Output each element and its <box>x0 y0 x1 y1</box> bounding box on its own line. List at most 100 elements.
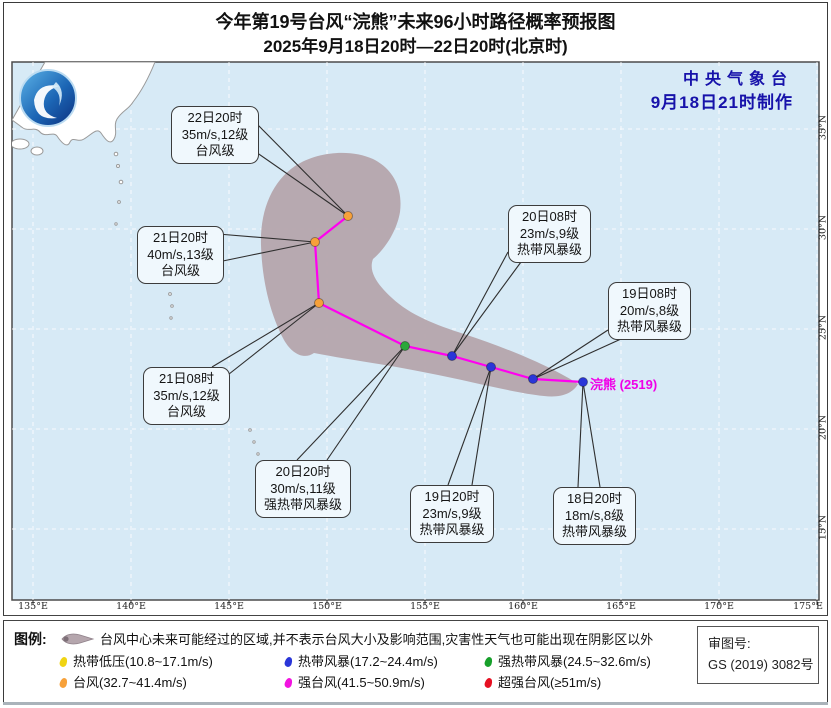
lon-axis-label: 165°E <box>606 601 636 612</box>
storm-name-label: 浣熊 (2519) <box>590 377 658 392</box>
legend-item-label: 热带风暴(17.2~24.4m/s) <box>298 654 438 669</box>
lon-axis-label: 145°E <box>214 601 244 612</box>
cone-note: 台风中心未来可能经过的区域,并不表示台风大小及影响范围,灾害性天气也可能出现在阴… <box>100 632 654 647</box>
legend-item: 超强台风(≥51m/s) <box>483 672 602 691</box>
lon-axis-label: 175°E <box>793 601 823 612</box>
legend-item-label: 强热带风暴(24.5~32.6m/s) <box>498 654 651 669</box>
track-point-20d08h <box>447 351 457 361</box>
island <box>118 179 124 185</box>
callout-time: 20日20时 <box>275 464 331 479</box>
callout-category: 热带风暴级 <box>516 242 582 257</box>
track-point-20d20h <box>400 341 410 351</box>
callout-wind: 30m/s,11级 <box>270 480 336 496</box>
island <box>113 151 119 157</box>
tropical-depression-icon <box>58 656 69 668</box>
license-number: GS (2019) 3082号 <box>708 657 814 672</box>
page-title: 今年第19号台风“浣熊”未来96小时路径概率预报图 <box>215 12 616 32</box>
callout-lines <box>211 119 622 488</box>
legend-item-label: 超强台风(≥51m/s) <box>498 675 602 690</box>
callout-wind: 23m/s,9级 <box>422 505 482 521</box>
callout-wind: 40m/s,13级 <box>147 246 214 262</box>
cone-icon <box>61 633 95 645</box>
callout-box-22d20h: 22日20时 35m/s,12级 台风级 <box>171 106 259 164</box>
track-point-19d20h <box>486 362 496 372</box>
track-point-19d08h <box>528 374 538 384</box>
island <box>116 164 120 168</box>
track-point-18d20h <box>578 377 588 387</box>
callout-time: 19日20时 <box>424 489 480 504</box>
legend-separator <box>3 615 828 621</box>
callout-wind: 35m/s,12级 <box>181 126 249 142</box>
island <box>117 200 121 204</box>
typhoon-icon <box>58 677 69 689</box>
callout-box-20d20h: 20日20时 30m/s,11级 强热带风暴级 <box>255 460 351 518</box>
legend-title: 图例: <box>14 631 47 647</box>
callout-category: 热带风暴级 <box>419 522 485 537</box>
island <box>114 222 118 226</box>
agency-name: 中央气象台 <box>682 71 793 88</box>
legend-row: 台风(32.7~41.4m/s) 强台风(41.5~50.9m/s) 超强台风(… <box>0 672 690 690</box>
legend-item: 强台风(41.5~50.9m/s) <box>283 672 425 691</box>
page-subtitle: 2025年9月18日20时—22日20时(北京时) <box>263 37 568 56</box>
callout-wind: 35m/s,12级 <box>153 387 220 403</box>
island <box>170 304 174 308</box>
agency-block: 中央气象台 9月18日21时制作 <box>651 69 793 115</box>
callout-time: 18日20时 <box>567 491 622 506</box>
lat-axis-label: 15°N <box>817 514 829 541</box>
lat-axis-label: 30°N <box>817 214 829 241</box>
legend-item-label: 强台风(41.5~50.9m/s) <box>298 675 425 690</box>
severe-tropical-storm-icon <box>483 656 494 668</box>
legend-item-label: 热带低压(10.8~17.1m/s) <box>73 654 213 669</box>
lat-axis-label: 35°N <box>817 114 829 141</box>
island <box>169 316 173 320</box>
callout-wind: 20m/s,8级 <box>619 302 680 318</box>
callout-time: 22日20时 <box>187 110 243 125</box>
lon-axis-label: 135°E <box>18 601 48 612</box>
legend-item: 台风(32.7~41.4m/s) <box>58 672 187 691</box>
typhoon-track <box>313 215 584 384</box>
callout-category: 热带风暴级 <box>616 319 682 334</box>
callout-time: 21日08时 <box>159 371 214 386</box>
island <box>248 428 252 432</box>
callout-box-20d08h: 20日08时 23m/s,9级 热带风暴级 <box>508 205 591 263</box>
legend-item: 热带风暴(17.2~24.4m/s) <box>283 651 438 670</box>
track-point-22d20h <box>343 211 353 221</box>
license-box: 审图号: GS (2019) 3082号 <box>697 626 819 684</box>
callout-category: 台风级 <box>195 143 235 158</box>
callout-time: 21日20时 <box>153 230 208 245</box>
callout-box-19d08h: 19日08时 20m/s,8级 热带风暴级 <box>608 282 691 340</box>
super-typhoon-icon <box>483 677 494 689</box>
legend-item: 强热带风暴(24.5~32.6m/s) <box>483 651 651 670</box>
lon-axis-label: 150°E <box>312 601 342 612</box>
lon-axis-label: 140°E <box>116 601 146 612</box>
island <box>252 440 256 444</box>
lon-axis-label: 155°E <box>410 601 440 612</box>
callout-category: 强热带风暴级 <box>263 497 342 512</box>
lon-axis-label: 160°E <box>508 601 538 612</box>
callout-box-21d20h: 21日20时 40m/s,13级 台风级 <box>137 226 224 284</box>
track-point-21d08h <box>314 298 324 308</box>
title-block: 今年第19号台风“浣熊”未来96小时路径概率预报图 2025年9月18日20时—… <box>0 9 831 59</box>
island <box>30 146 44 156</box>
callout-time: 19日08时 <box>622 286 677 301</box>
island <box>256 452 260 456</box>
lat-axis-label: 20°N <box>817 414 829 441</box>
lat-axis-label: 25°N <box>817 314 829 341</box>
callout-category: 台风级 <box>166 404 206 419</box>
island <box>12 138 30 150</box>
callout-wind: 18m/s,8级 <box>564 507 625 523</box>
track-point-21d20h <box>310 237 320 247</box>
callout-box-19d20h: 19日20时 23m/s,9级 热带风暴级 <box>410 485 494 543</box>
probability-cone <box>260 152 578 397</box>
lon-axis-label: 170°E <box>704 601 734 612</box>
license-label: 审图号: <box>708 636 751 651</box>
severe-typhoon-icon <box>283 677 294 689</box>
tropical-storm-icon <box>283 656 294 668</box>
legend-item: 热带低压(10.8~17.1m/s) <box>58 651 213 670</box>
legend-row: 热带低压(10.8~17.1m/s) 热带风暴(17.2~24.4m/s) 强热… <box>0 651 690 669</box>
cma-logo-icon <box>19 69 77 127</box>
callout-wind: 23m/s,9级 <box>519 225 580 241</box>
callout-category: 台风级 <box>160 263 200 278</box>
callout-box-18d20h: 18日20时 18m/s,8级 热带风暴级 <box>553 487 636 545</box>
